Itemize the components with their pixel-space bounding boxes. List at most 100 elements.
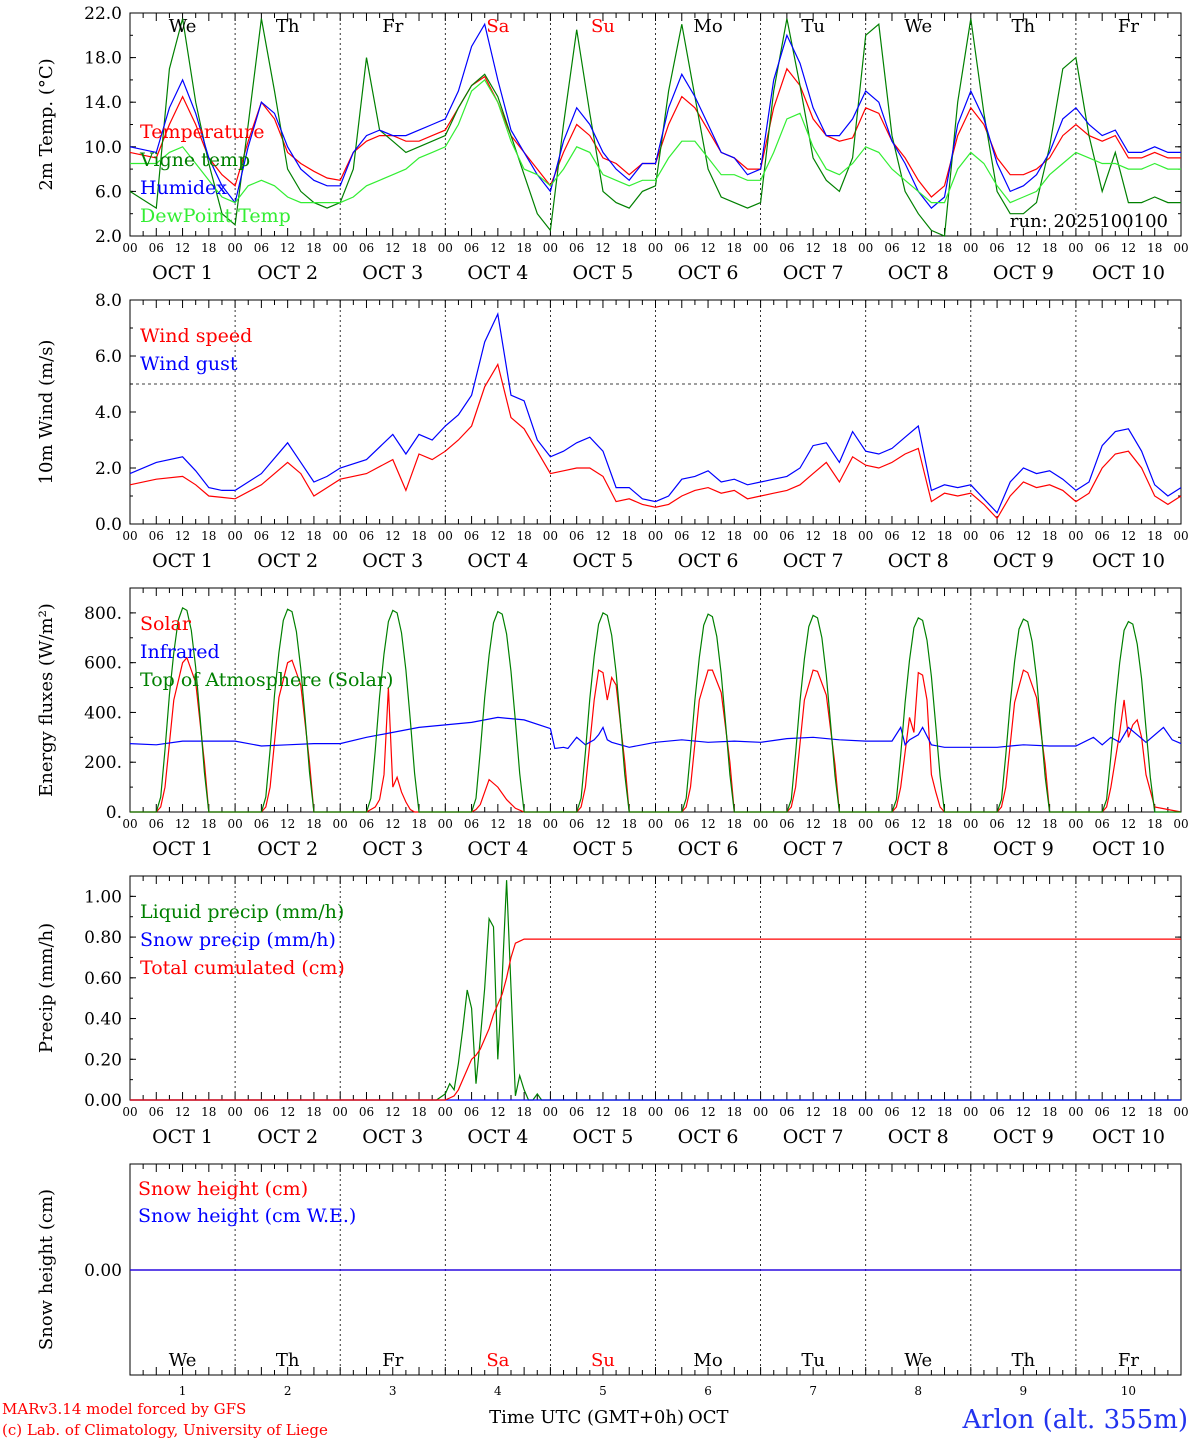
- hour-tick-label: 00: [1068, 817, 1083, 831]
- day-number-label: 3: [389, 1384, 397, 1398]
- hour-tick-label: 00: [227, 241, 242, 255]
- hour-tick-label: 12: [595, 529, 610, 543]
- date-label: OCT 8: [888, 838, 949, 860]
- hour-tick-label: 06: [254, 1105, 269, 1119]
- legend-entry: Snow precip (mm/h): [140, 929, 336, 951]
- hour-tick-label: 06: [674, 241, 689, 255]
- date-label: OCT 5: [572, 1126, 633, 1148]
- hour-tick-label: 12: [490, 1105, 505, 1119]
- hour-tick-label: 12: [280, 241, 295, 255]
- hour-tick-label: 18: [832, 817, 847, 831]
- date-label: OCT 8: [888, 1126, 949, 1148]
- hour-tick-label: 00: [333, 529, 348, 543]
- hour-tick-label: 06: [254, 241, 269, 255]
- hour-tick-label: 12: [175, 817, 190, 831]
- hour-tick-label: 12: [595, 817, 610, 831]
- hour-tick-label: 06: [989, 241, 1004, 255]
- hour-tick-label: 18: [832, 529, 847, 543]
- date-label: OCT 8: [888, 550, 949, 572]
- date-label: OCT 1: [152, 838, 213, 860]
- date-label: OCT 8: [888, 262, 949, 284]
- y-tick-label: 4.0: [95, 403, 122, 423]
- hour-tick-label: 06: [464, 529, 479, 543]
- hour-tick-label: 18: [727, 1105, 742, 1119]
- legend-entry: Infrared: [140, 641, 220, 663]
- weekday-label: We: [904, 16, 932, 37]
- hour-tick-label: 12: [911, 241, 926, 255]
- y-axis-label: Precip (mm/h): [36, 923, 57, 1053]
- hour-tick-label: 00: [122, 241, 137, 255]
- hour-tick-label: 06: [884, 817, 899, 831]
- hour-tick-label: 00: [1068, 1105, 1083, 1119]
- hour-tick-label: 12: [1121, 241, 1136, 255]
- hour-tick-label: 00: [858, 241, 873, 255]
- hour-tick-label: 18: [1147, 529, 1162, 543]
- date-label: OCT 10: [1092, 1126, 1165, 1148]
- hour-tick-label: 12: [1121, 529, 1136, 543]
- hour-tick-label: 18: [201, 1105, 216, 1119]
- hour-tick-label: 00: [122, 1105, 137, 1119]
- hour-tick-label: 00: [333, 817, 348, 831]
- legend-entry: Temperature: [140, 121, 264, 143]
- day-number-label: 8: [914, 1384, 922, 1398]
- day-number-label: 6: [704, 1384, 712, 1398]
- weekday-label: Tu: [801, 1350, 825, 1371]
- hour-tick-label: 06: [464, 1105, 479, 1119]
- legend-entry: Wind speed: [140, 325, 252, 347]
- hour-tick-label: 06: [149, 529, 164, 543]
- hour-tick-label: 18: [306, 529, 321, 543]
- hour-tick-label: 12: [1121, 817, 1136, 831]
- hour-tick-label: 06: [569, 241, 584, 255]
- hour-tick-label: 12: [806, 817, 821, 831]
- weekday-label: Su: [591, 1350, 615, 1371]
- hour-tick-label: 12: [490, 529, 505, 543]
- date-label: OCT 9: [993, 262, 1054, 284]
- hour-tick-label: 12: [1016, 529, 1031, 543]
- hour-tick-label: 06: [989, 529, 1004, 543]
- hour-tick-label: 06: [1095, 241, 1110, 255]
- legend-entry: Wind gust: [140, 353, 238, 375]
- day-number-label: 2: [284, 1384, 292, 1398]
- hour-tick-label: 12: [385, 241, 400, 255]
- hour-tick-label: 12: [1016, 241, 1031, 255]
- day-number-label: 4: [494, 1384, 502, 1398]
- hour-tick-label: 12: [1121, 1105, 1136, 1119]
- hour-tick-label: 12: [911, 817, 926, 831]
- date-label: OCT 4: [467, 1126, 528, 1148]
- series-line: [130, 880, 1181, 1101]
- hour-tick-label: 00: [963, 1105, 978, 1119]
- hour-tick-label: 18: [411, 529, 426, 543]
- date-label: OCT 7: [783, 838, 844, 860]
- date-label: OCT 3: [362, 262, 423, 284]
- hour-tick-label: 00: [858, 1105, 873, 1119]
- hour-tick-label: 12: [175, 1105, 190, 1119]
- hour-tick-label: 18: [201, 241, 216, 255]
- series-line: [130, 607, 1181, 813]
- weekday-label: Th: [276, 1350, 300, 1371]
- hour-tick-label: 00: [543, 241, 558, 255]
- hour-tick-label: 06: [989, 1105, 1004, 1119]
- hour-tick-label: 18: [411, 817, 426, 831]
- hour-tick-label: 00: [648, 529, 663, 543]
- day-number-label: 5: [599, 1384, 607, 1398]
- hour-tick-label: 06: [674, 1105, 689, 1119]
- hour-tick-label: 06: [149, 1105, 164, 1119]
- weekday-label: Fr: [1118, 16, 1139, 37]
- hour-tick-label: 12: [595, 1105, 610, 1119]
- y-tick-label: 200.: [84, 753, 122, 773]
- hour-tick-label: 12: [911, 1105, 926, 1119]
- hour-tick-label: 06: [254, 529, 269, 543]
- y-tick-label: 6.0: [95, 182, 122, 202]
- y-axis-label: Energy fluxes (W/m²): [36, 603, 57, 797]
- hour-tick-label: 06: [779, 817, 794, 831]
- hour-tick-label: 00: [753, 817, 768, 831]
- series-line: [129, 22, 1181, 209]
- day-number-label: 10: [1121, 1384, 1136, 1398]
- date-label: OCT 2: [257, 838, 318, 860]
- hour-tick-label: 00: [858, 529, 873, 543]
- date-label: OCT 9: [993, 550, 1054, 572]
- hour-tick-label: 00: [122, 817, 137, 831]
- series-line: [130, 78, 1181, 204]
- date-label: OCT 5: [572, 262, 633, 284]
